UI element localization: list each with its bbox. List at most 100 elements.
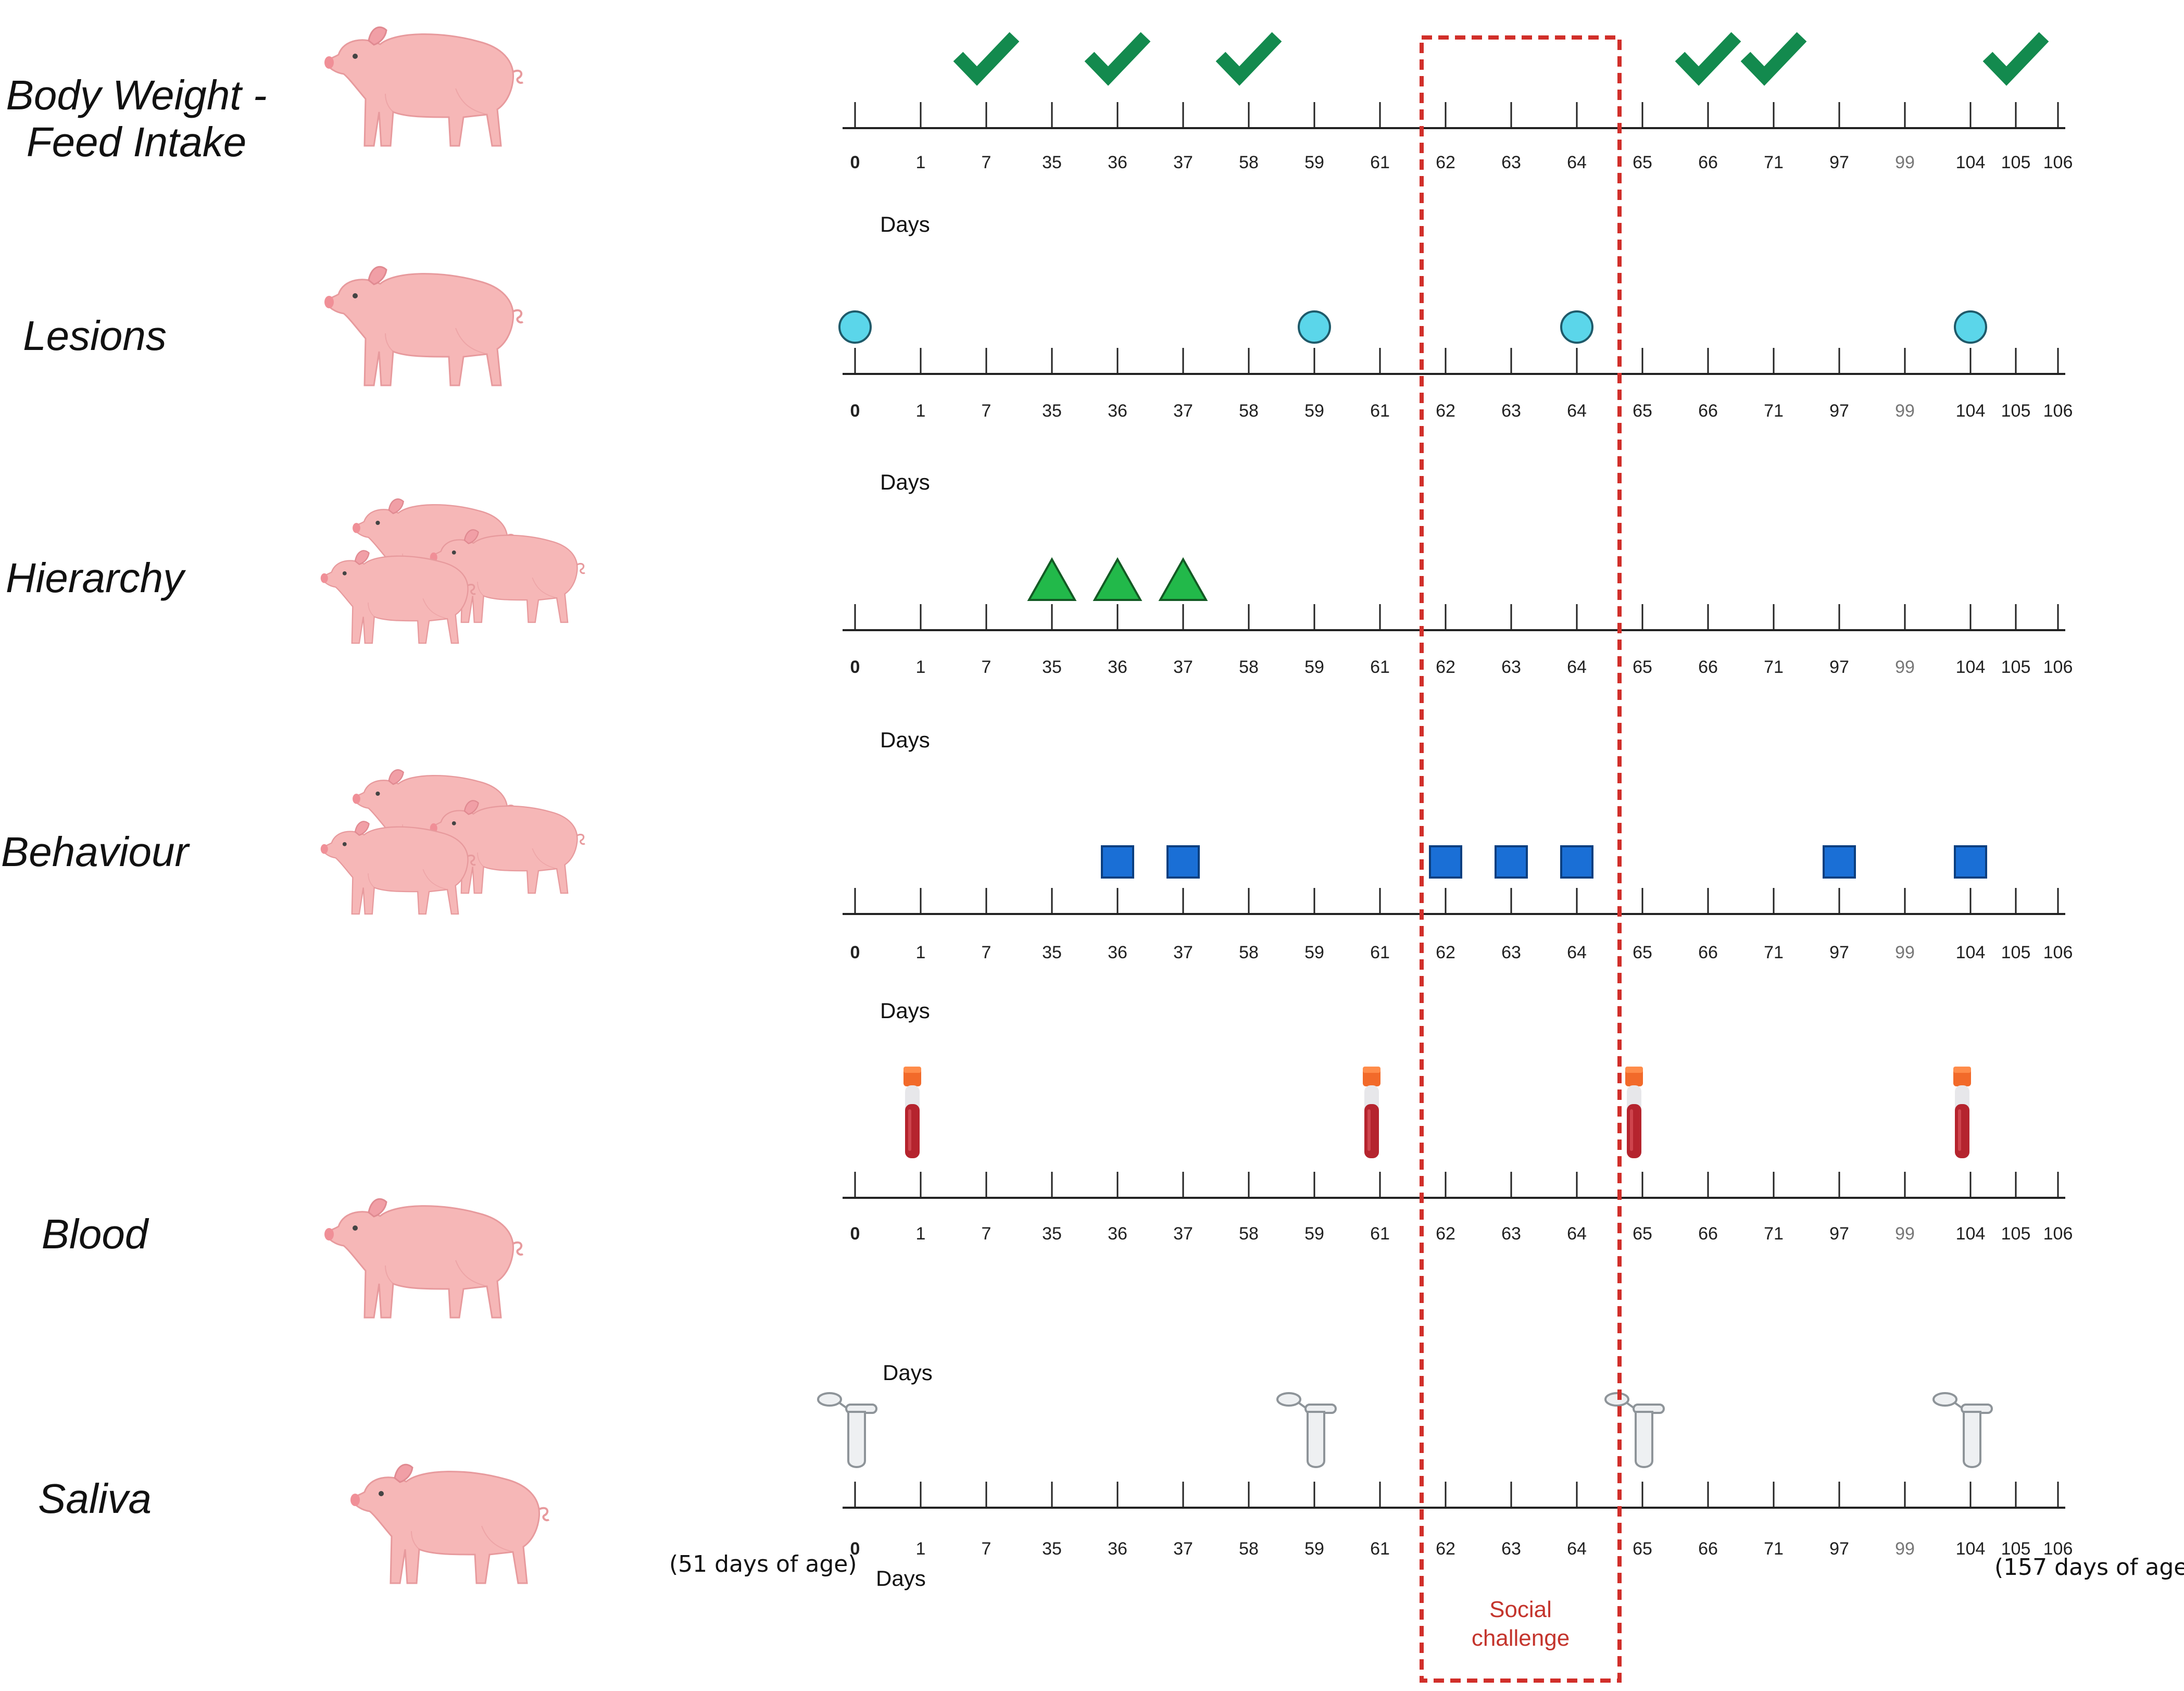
tick-label-71: 71 xyxy=(1764,153,1784,172)
tick-label-66: 66 xyxy=(1698,401,1718,421)
tick-label-65: 65 xyxy=(1633,657,1652,677)
tick-label-105: 105 xyxy=(2001,1224,2031,1244)
tick-label-58: 58 xyxy=(1239,1224,1259,1244)
tick-label-1: 1 xyxy=(916,1224,926,1244)
tick-label-58: 58 xyxy=(1239,401,1259,421)
tick-label-36: 36 xyxy=(1108,1224,1127,1244)
tick-label-1: 1 xyxy=(916,153,926,172)
saliva-tube-marker xyxy=(817,1392,877,1468)
tick-label-61: 61 xyxy=(1370,1539,1390,1559)
tick-label-58: 58 xyxy=(1239,1539,1259,1559)
tick-label-1: 1 xyxy=(916,1539,926,1559)
row-label-body-weight: Body Weight - xyxy=(6,72,267,118)
sample-markers xyxy=(817,42,2039,1468)
tick-label-7: 7 xyxy=(982,657,991,677)
blood-tube-marker xyxy=(1953,1067,1971,1158)
checkmark-marker xyxy=(1094,42,1141,76)
social-challenge-label: Social xyxy=(1489,1597,1552,1622)
row-label-blood: Blood xyxy=(42,1211,149,1257)
tick-label-37: 37 xyxy=(1173,401,1193,421)
tick-label-63: 63 xyxy=(1501,1539,1521,1559)
tick-label-104: 104 xyxy=(1956,1224,1986,1244)
tick-label-99: 99 xyxy=(1895,657,1915,677)
tick-label-63: 63 xyxy=(1501,1224,1521,1244)
tick-label-71: 71 xyxy=(1764,943,1784,962)
days-label: Days xyxy=(880,470,930,494)
row-label-saliva: Saliva xyxy=(38,1475,152,1522)
tick-label-59: 59 xyxy=(1304,1224,1324,1244)
single-pig-icon xyxy=(323,1198,524,1319)
row-label-body-weight-line2: Feed Intake xyxy=(27,119,247,165)
tick-label-35: 35 xyxy=(1042,657,1062,677)
row-label-lesions: Lesions xyxy=(23,312,167,359)
tick-label-36: 36 xyxy=(1108,943,1127,962)
tick-label-66: 66 xyxy=(1698,153,1718,172)
tick-label-105: 105 xyxy=(2001,153,2031,172)
saliva-tube-marker xyxy=(1932,1392,1993,1468)
tick-label-71: 71 xyxy=(1764,657,1784,677)
timeline-behaviour: 0 1 7 35 36 37 58 59 61 62 63 64 65 66 71 97 99 104 105 106… xyxy=(843,888,2073,1023)
tick-label-36: 36 xyxy=(1108,657,1127,677)
checkmark-marker xyxy=(1685,42,1731,76)
blood-tube-marker xyxy=(1363,1067,1380,1158)
tick-label-36: 36 xyxy=(1108,1539,1127,1559)
circle-marker xyxy=(838,310,872,344)
tick-label-105: 105 xyxy=(2001,943,2031,962)
tick-label-66: 66 xyxy=(1698,1539,1718,1559)
tick-label-62: 62 xyxy=(1436,657,1455,677)
tick-label-62: 62 xyxy=(1436,1539,1455,1559)
days-label: Days xyxy=(880,998,930,1023)
end-age-label: (157 days of age) xyxy=(1994,1554,2184,1581)
tick-label-106: 106 xyxy=(2043,943,2073,962)
tick-label-99: 99 xyxy=(1895,401,1915,421)
tick-label-104: 104 xyxy=(1956,1539,1986,1559)
square-marker xyxy=(1560,845,1593,879)
tick-label-106: 106 xyxy=(2043,1224,2073,1244)
tick-label-66: 66 xyxy=(1698,657,1718,677)
tick-label-64: 64 xyxy=(1567,1539,1587,1559)
tick-label-105: 105 xyxy=(2001,1539,2031,1559)
start-age-label: (51 days of age) xyxy=(669,1551,857,1577)
circle-marker xyxy=(1560,310,1593,344)
tick-label-58: 58 xyxy=(1239,943,1259,962)
triangle-marker xyxy=(1158,557,1208,601)
tick-label-99: 99 xyxy=(1895,1539,1915,1559)
tick-label-104: 104 xyxy=(1956,657,1986,677)
tick-label-0: 0 xyxy=(850,657,860,677)
tick-label-59: 59 xyxy=(1304,153,1324,172)
square-marker xyxy=(1954,845,1987,879)
tick-label-58: 58 xyxy=(1239,657,1259,677)
social-challenge-label-line2: challenge xyxy=(1472,1625,1570,1651)
tick-label-97: 97 xyxy=(1829,401,1849,421)
tick-label-104: 104 xyxy=(1956,943,1986,962)
row-label-hierarchy: Hierarchy xyxy=(6,555,186,601)
tick-label-37: 37 xyxy=(1173,1224,1193,1244)
tick-label-71: 71 xyxy=(1764,1539,1784,1559)
circle-marker xyxy=(1298,310,1331,344)
tick-label-105: 105 xyxy=(2001,401,2031,421)
tick-label-59: 59 xyxy=(1304,1539,1324,1559)
checkmark-marker xyxy=(1225,42,1272,76)
tick-label-37: 37 xyxy=(1173,153,1193,172)
tick-label-63: 63 xyxy=(1501,153,1521,172)
tick-label-1: 1 xyxy=(916,943,926,962)
days-label: Days xyxy=(883,1360,933,1385)
square-marker xyxy=(1101,845,1134,879)
square-marker xyxy=(1429,845,1462,879)
days-label: Days xyxy=(880,728,930,752)
tick-label-97: 97 xyxy=(1829,153,1849,172)
checkmark-marker xyxy=(963,42,1010,76)
triangle-marker xyxy=(1093,557,1143,601)
tick-label-71: 71 xyxy=(1764,401,1784,421)
checkmark-marker xyxy=(1750,42,1797,76)
saliva-tube-marker xyxy=(1276,1392,1337,1468)
tick-label-7: 7 xyxy=(982,1539,991,1559)
triangle-marker xyxy=(1027,557,1077,601)
square-marker xyxy=(1166,845,1200,879)
tick-label-97: 97 xyxy=(1829,1224,1849,1244)
tick-label-0: 0 xyxy=(850,943,860,962)
row-label-behaviour: Behaviour xyxy=(1,829,191,875)
timeline-blood: 0 1 7 35 36 37 58 59 61 62 63 64 65 66 71 97 99 104 105 106… xyxy=(843,1172,2073,1385)
tick-label-61: 61 xyxy=(1370,1224,1390,1244)
tick-label-59: 59 xyxy=(1304,401,1324,421)
